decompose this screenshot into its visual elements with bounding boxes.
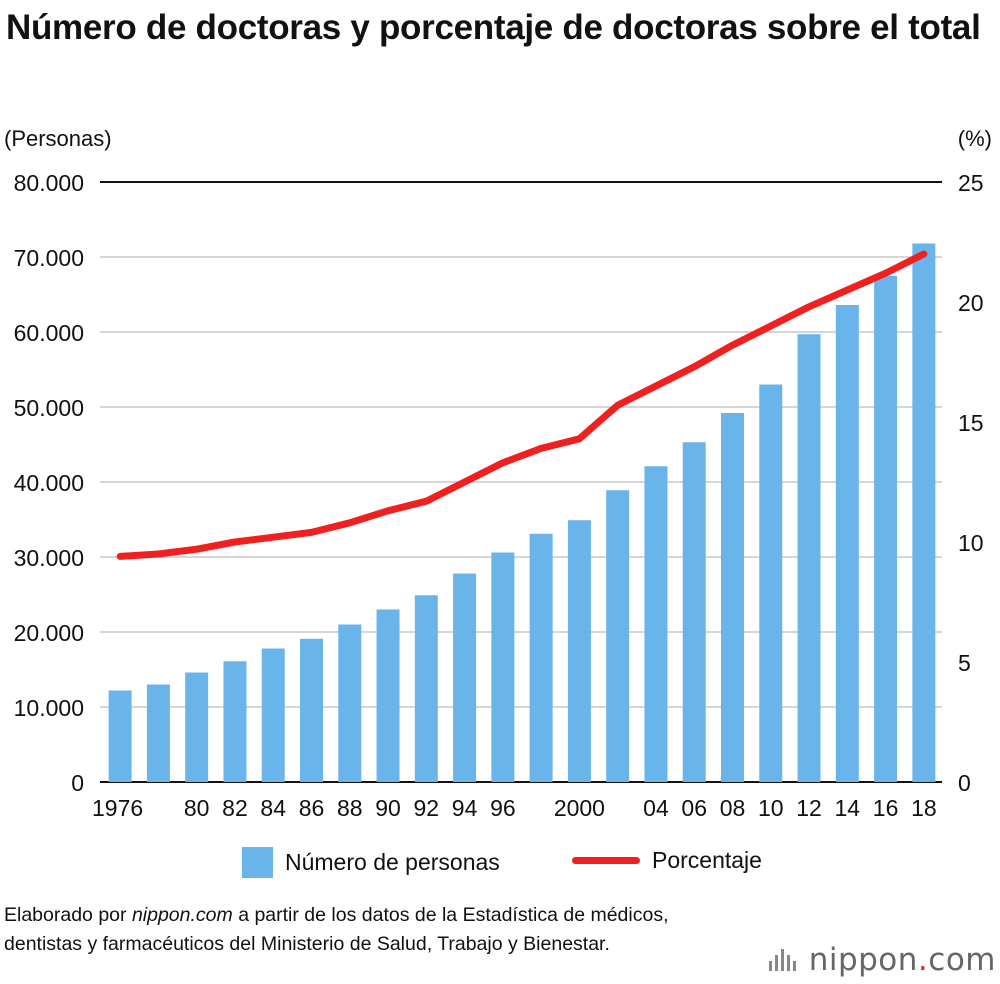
x-tick-label: 16	[873, 795, 899, 821]
bar	[644, 466, 668, 782]
left-tick-label: 50.000	[14, 395, 84, 421]
nippon-logo: nippon.com	[768, 942, 996, 978]
x-tick-label: 96	[490, 795, 516, 821]
bar	[912, 243, 936, 782]
right-tick-label: 15	[958, 410, 984, 436]
logo-tld: com	[928, 942, 996, 978]
source-suffix: a partir de los datos de la Estadística …	[4, 904, 669, 955]
source-site: nippon.com	[131, 904, 233, 926]
logo-dot: .	[917, 942, 929, 978]
left-axis-ticks: 0 10.000 20.000 30.000 40.000 50.000 60.000 70.…	[14, 170, 84, 796]
logo-mark-icon	[768, 949, 799, 971]
x-tick-label: 14	[835, 795, 861, 821]
x-tick-label: 08	[720, 795, 746, 821]
legend-item-line: Porcentaje	[572, 847, 762, 874]
bar	[721, 413, 744, 782]
left-tick-label: 30.000	[14, 545, 84, 571]
left-tick-label: 70.000	[14, 245, 84, 271]
x-tick-label: 10	[758, 795, 784, 821]
bar	[567, 520, 591, 782]
source-note: Elaborado por nippon.com a partir de los…	[4, 901, 744, 959]
right-tick-label: 0	[958, 770, 971, 796]
right-axis-ticks: 0 5 10 15 20 25	[958, 170, 984, 796]
right-axis-unit: (%)	[957, 126, 992, 151]
left-tick-label: 0	[71, 770, 84, 796]
bar	[146, 684, 170, 782]
x-tick-label: 82	[222, 795, 248, 821]
x-tick-label: 18	[911, 795, 937, 821]
line-series	[116, 250, 928, 560]
right-tick-label: 25	[958, 170, 984, 196]
bar	[606, 490, 630, 782]
bar	[835, 305, 859, 782]
bar	[300, 638, 323, 782]
left-tick-label: 10.000	[14, 695, 84, 721]
x-tick-label: 06	[681, 795, 707, 821]
legend: Número de personas Porcentaje	[0, 845, 1000, 881]
x-tick-label: 86	[299, 795, 325, 821]
bar	[529, 533, 553, 782]
left-tick-label: 40.000	[14, 470, 84, 496]
bar	[338, 624, 362, 782]
left-tick-label: 80.000	[14, 170, 84, 196]
x-tick-label: 2000	[554, 795, 605, 821]
bar-series	[108, 243, 936, 782]
bar	[874, 275, 898, 782]
x-tick-label: 92	[414, 795, 440, 821]
legend-item-bars: Número de personas	[242, 847, 500, 878]
chart-title: Número de doctoras y porcentaje de docto…	[6, 8, 981, 47]
logo-text: nippon.com	[809, 942, 996, 978]
legend-bar-label: Número de personas	[285, 849, 500, 875]
legend-line-label: Porcentaje	[652, 847, 762, 873]
x-tick-label: 12	[796, 795, 822, 821]
x-tick-label: 94	[452, 795, 478, 821]
bar	[453, 573, 477, 782]
x-tick-label: 80	[184, 795, 210, 821]
right-tick-label: 20	[958, 290, 984, 316]
x-axis-ticks: 1976 80 82 84 86 88 90 92 94 96 2000 04 06 08 10 12 14 16…	[92, 795, 937, 821]
legend-bar-swatch	[242, 847, 273, 878]
bar	[376, 609, 400, 782]
bar-line-chart: 0 10.000 20.000 30.000 40.000 50.000 60.000 70.…	[14, 170, 984, 821]
left-axis-unit: (Personas)	[4, 126, 112, 151]
bar	[108, 690, 132, 782]
x-tick-label: 84	[260, 795, 286, 821]
bar	[797, 334, 821, 782]
x-tick-label: 88	[337, 795, 363, 821]
bar	[682, 442, 706, 782]
x-tick-label: 1976	[92, 795, 143, 821]
bar	[759, 384, 783, 782]
right-tick-label: 10	[958, 530, 984, 556]
bar	[261, 648, 285, 782]
logo-main: nippon	[808, 942, 918, 978]
percentage-line	[116, 250, 928, 560]
source-prefix: Elaborado por	[4, 904, 127, 926]
left-tick-label: 20.000	[14, 620, 84, 646]
bar	[414, 595, 438, 782]
left-tick-label: 60.000	[14, 320, 84, 346]
bar	[491, 552, 515, 782]
bar	[185, 672, 209, 782]
right-tick-label: 5	[958, 650, 971, 676]
legend-line-swatch	[572, 857, 640, 864]
bar	[223, 661, 247, 782]
x-tick-label: 04	[643, 795, 669, 821]
x-tick-label: 90	[375, 795, 401, 821]
